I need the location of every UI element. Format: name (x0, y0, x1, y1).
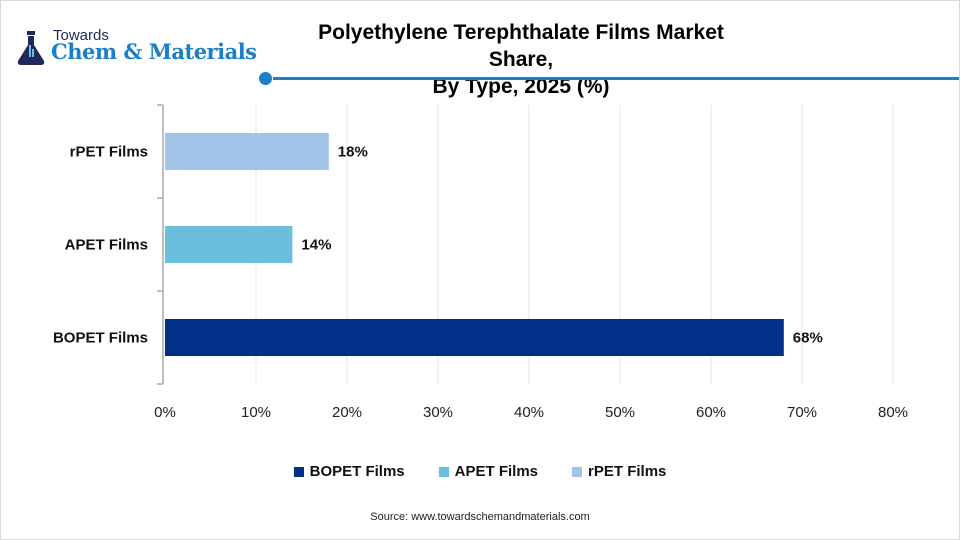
y-category-label: BOPET Films (53, 330, 148, 347)
chart-title: Polyethylene Terephthalate Films Market … (301, 19, 741, 100)
legend-item: BOPET Films (293, 463, 405, 480)
y-category-label: APET Films (65, 237, 148, 254)
legend: BOPET Films APET Films rPET Films (1, 463, 959, 480)
legend-item: APET Films (438, 463, 539, 480)
legend-label: APET Films (454, 463, 539, 480)
legend-item: rPET Films (572, 463, 666, 480)
bar (165, 226, 293, 263)
x-tick-label: 20% (332, 404, 362, 421)
legend-label: BOPET Films (309, 463, 405, 480)
source-text: Source: www.towardschemandmaterials.com (370, 511, 590, 523)
legend-swatch (572, 466, 583, 477)
x-tick-label: 0% (154, 404, 176, 421)
data-label: 14% (301, 237, 331, 254)
legend-swatch (438, 466, 449, 477)
data-label: 68% (793, 330, 823, 347)
title-line-2: By Type, 2025 (%) (432, 75, 610, 98)
title-dot (259, 72, 272, 85)
data-label: 18% (338, 144, 368, 161)
x-tick-label: 30% (423, 404, 453, 421)
legend-label: rPET Films (588, 463, 667, 480)
title-line-1: Polyethylene Terephthalate Films Market … (318, 21, 724, 71)
bar (165, 133, 329, 170)
legend-swatch (293, 466, 304, 477)
flask-icon (17, 31, 45, 65)
x-tick-label: 60% (696, 404, 726, 421)
logo-name: Chem & Materials (51, 39, 257, 64)
x-tick-label: 50% (605, 404, 635, 421)
bar (165, 319, 784, 356)
x-tick-label: 70% (787, 404, 817, 421)
logo-towards: Towards (53, 27, 109, 44)
x-tick-label: 10% (241, 404, 271, 421)
x-tick-label: 80% (878, 404, 908, 421)
bar-chart: 0% 10% 20% 30% 40% 50% 60% 70% 80% 18% rPET Films 1… (53, 104, 908, 421)
title-underline (273, 77, 959, 80)
x-tick-label: 40% (514, 404, 544, 421)
y-category-label: rPET Films (70, 144, 148, 161)
